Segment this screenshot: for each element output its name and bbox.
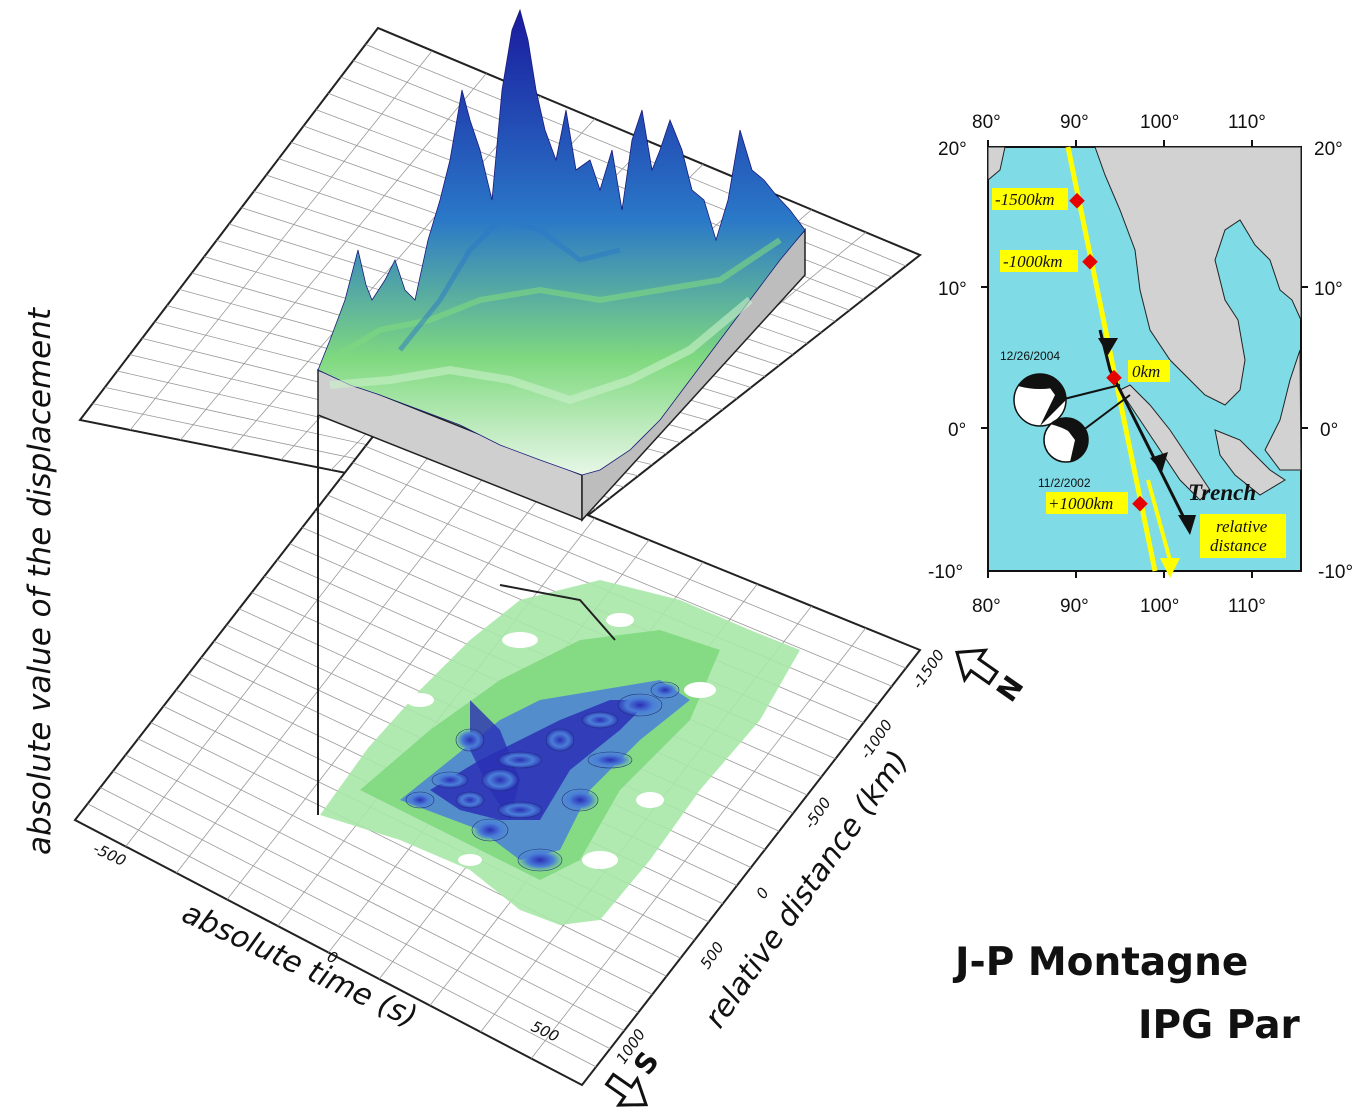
lon-tick: 110° [1228,112,1266,133]
contour-blob [581,711,619,729]
lon-tick: 100° [1140,596,1179,617]
lon-tick: 90° [1060,112,1089,133]
contour-blob [517,848,563,872]
lat-tick: -10° [928,562,963,583]
contour-blob [545,728,575,752]
y-axis-label: absolute value of the displacement [22,306,58,855]
contour-blob [587,751,633,769]
contour-blob [431,771,469,789]
contour-blob [405,791,435,809]
inset-map: -1500km -1000km 0km +1000km relative dis… [928,112,1353,617]
contour-blob [455,791,485,809]
north-arrow: N [955,648,1030,708]
contour-blob [455,728,485,752]
contour-blob [497,801,543,819]
marker-label: -1500km [995,190,1054,209]
contour-blob [471,818,509,842]
lat-tick: 10° [1314,279,1343,300]
contour-blob [481,768,519,792]
contour-blob [650,681,680,699]
lon-tick: 110° [1228,596,1266,617]
lat-tick: 10° [938,279,967,300]
south-arrow: S [604,1045,666,1107]
event-date: 11/2/2002 [1038,476,1091,490]
lon-tick: 80° [972,112,1001,133]
author-name: J-P Montagne [952,940,1248,985]
lat-tick: 20° [1314,139,1343,160]
contour-blob [497,751,543,769]
lon-tick: 80° [972,596,1001,617]
contour-blob [561,788,599,812]
marker-label: 0km [1132,362,1160,381]
contour-blob [617,693,663,717]
author-affiliation: IPG Par [1138,1003,1301,1048]
marker-label: +1000km [1048,494,1113,513]
projection-lines [317,415,616,815]
contour-map [320,580,800,925]
relative-distance-label: relative [1216,517,1268,536]
lat-tick: 0° [1320,420,1338,441]
lat-tick: -10° [1318,562,1353,583]
trench-label: Trench [1188,480,1256,505]
displacement-surface [317,8,806,522]
lat-tick: 20° [938,139,967,160]
relative-distance-label: distance [1210,536,1267,555]
distance-tick: 500 [697,939,728,973]
lat-tick: 0° [948,420,966,441]
distance-tick: 0 [753,884,773,902]
marker-label: -1000km [1003,252,1062,271]
lon-tick: 90° [1060,596,1089,617]
event-date: 12/26/2004 [1000,349,1060,363]
lon-tick: 100° [1140,112,1179,133]
